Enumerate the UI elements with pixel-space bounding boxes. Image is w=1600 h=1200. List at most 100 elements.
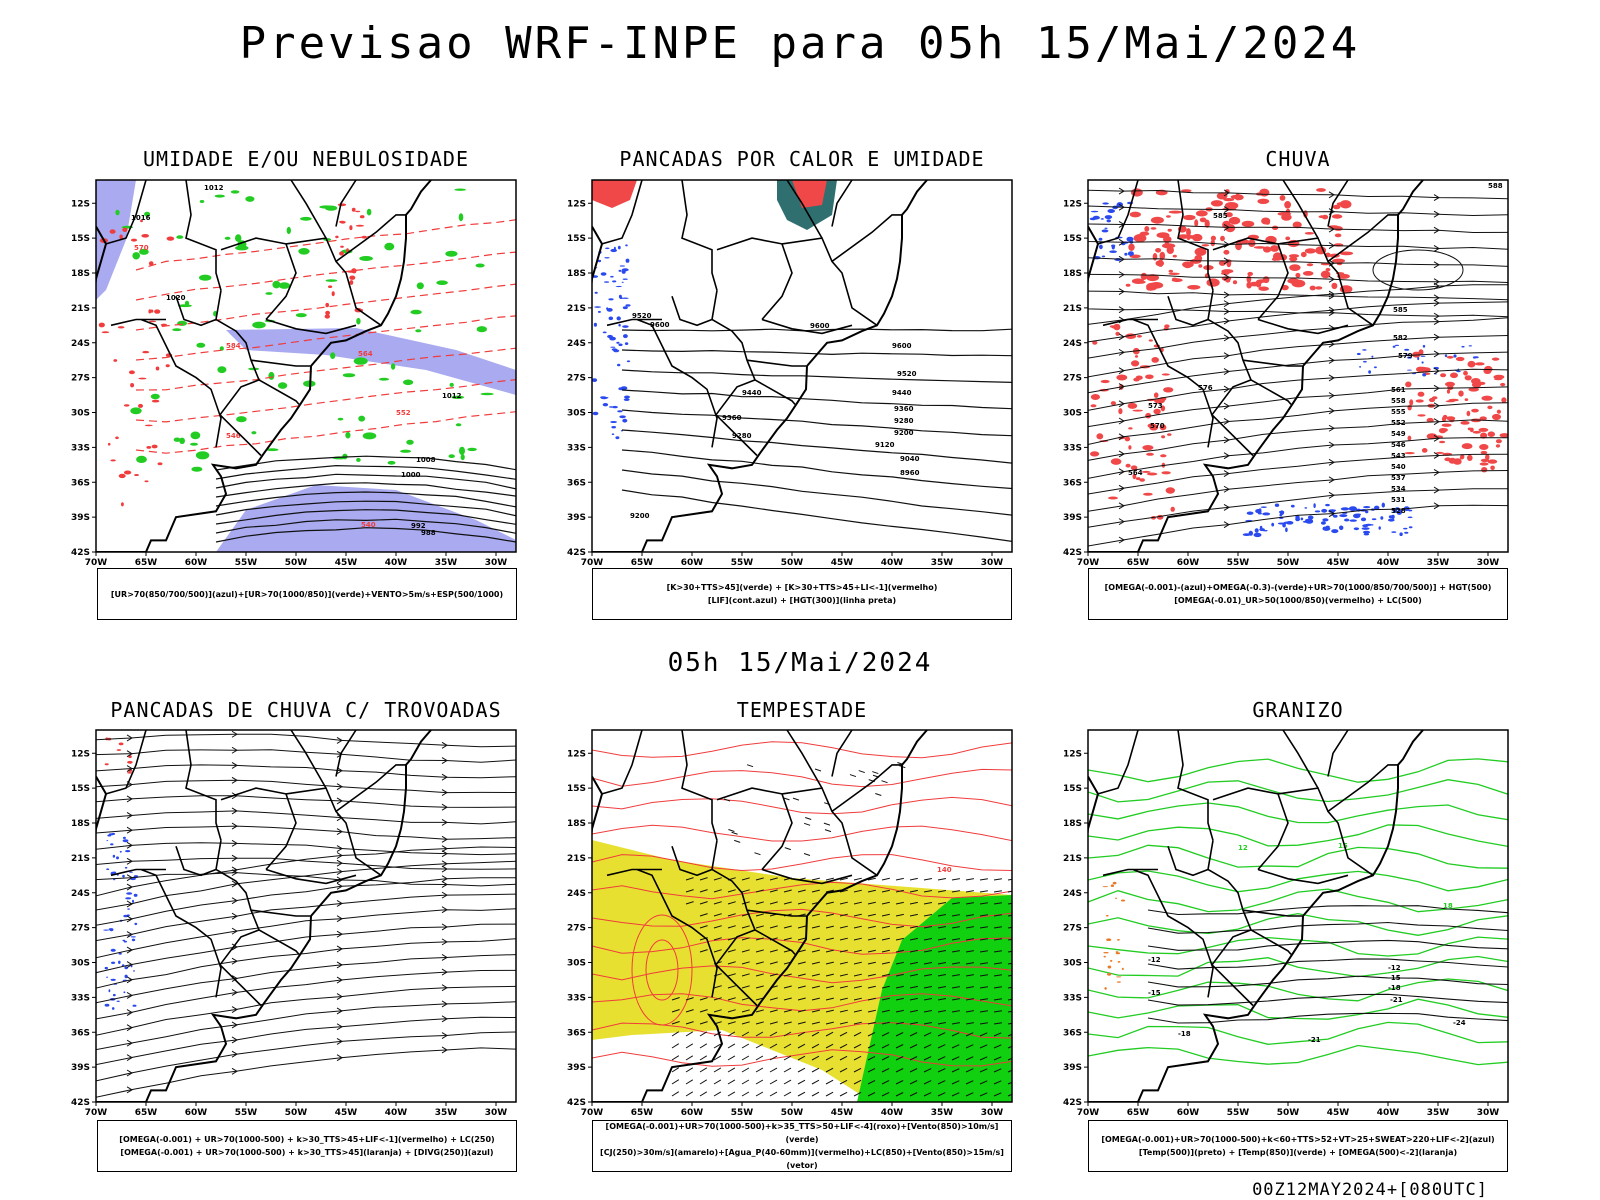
field-blob [328,285,333,288]
field-blob [1199,217,1207,223]
contour-line [1088,912,1508,936]
wind-vector-icon [811,1009,820,1013]
field-blob [1171,278,1183,283]
field-blob [1407,516,1413,519]
field-blob [1331,282,1338,290]
field-blob [116,749,122,751]
wind-vector-icon [797,1067,806,1073]
wind-vector-icon [769,1079,778,1085]
field-blob [112,854,116,858]
field-blob [1321,508,1328,513]
flow-arrow-icon [1223,385,1230,393]
flow-arrow-icon [126,961,133,969]
field-blob [1160,454,1167,458]
wind-vector-icon [797,985,806,989]
streamline [1088,257,1508,267]
field-blob [1501,397,1507,403]
flow-arrow-icon [336,876,343,884]
wind-vector-icon [951,1022,960,1025]
lon-tick-label: 55W [1227,1108,1250,1118]
field-blob [1487,431,1495,437]
flow-arrow-icon [231,927,238,935]
contour-label: 9280 [732,432,752,440]
field-blob [1116,981,1121,983]
flow-arrow-icon [126,826,133,834]
wind-vector-icon [923,1010,932,1013]
flow-arrow-icon [126,1024,133,1032]
flow-arrow-icon [1118,203,1125,211]
wind-vector-icon [895,1044,904,1049]
flow-arrow-icon [231,792,238,800]
field-blob [272,280,281,289]
lon-tick-label: 45W [831,1108,854,1118]
field-blob [130,936,136,938]
field-blob [1223,249,1230,255]
field-blob [1304,518,1313,522]
flow-arrow-icon [1433,245,1440,252]
field-blob [119,234,123,240]
field-blob [1469,427,1474,433]
field-blob [1246,281,1252,289]
wind-vector-icon [951,1092,960,1097]
field-blob [1125,463,1131,468]
field-blob [1110,401,1116,406]
wind-vector-icon [867,1031,876,1037]
field-blob [1166,215,1171,218]
wind-vector-icon [951,1080,960,1085]
field-blob [1408,509,1413,512]
field-blob [608,316,614,321]
field-blob [1468,387,1479,392]
lat-tick-label: 24S [1063,339,1082,349]
field-blob [166,236,175,241]
wind-vector-icon [811,1031,820,1037]
flow-arrow-icon [1223,521,1230,529]
wind-vector-icon [671,1067,680,1073]
flow-arrow-icon [441,803,448,811]
wind-vector-icon [699,1043,708,1049]
contour-line [215,473,516,490]
field-blob [1359,366,1362,368]
flow-arrow-icon [1118,536,1125,544]
wind-vector-icon [671,997,680,1001]
wind-vector-icon [881,1031,890,1037]
wind-vector-icon [965,938,974,941]
field-blob [1349,519,1357,522]
field-blob [1216,192,1228,200]
field-blob [141,234,149,238]
wind-vector-icon [979,890,988,893]
instability-fill [592,180,637,208]
contour-line [135,283,516,331]
wind-vector-icon [814,768,822,772]
flow-arrow-icon [1118,367,1125,375]
field-blob [112,993,116,997]
field-blob [1399,532,1403,536]
contour-line [592,937,1012,955]
flow-arrow-icon [441,968,448,976]
wind-vector-icon [895,1021,904,1025]
field-blob [1149,424,1159,431]
field-blob [196,342,206,348]
lat-tick-label: 36S [1063,478,1082,488]
contour-line [592,908,1012,928]
wind-vector-icon [895,1092,904,1097]
flow-arrow-icon [1328,306,1335,314]
lat-tick-label: 24S [567,339,586,349]
field-blob [1150,216,1164,224]
field-blob [1167,433,1172,436]
wind-vector-icon [965,998,974,1001]
lat-tick-label: 18S [71,819,90,829]
wind-vector-icon [853,961,862,965]
field-blob [1322,518,1329,522]
field-blob [454,188,467,191]
field-blob [1288,254,1300,258]
contour-line [1088,870,1508,893]
contour-line [215,518,516,534]
lat-tick-label: 24S [71,339,90,349]
wind-vector-icon [993,1010,1002,1013]
wind-vector-icon [755,1043,764,1049]
field-blob [337,417,344,421]
wind-vector-icon [797,1043,806,1049]
field-blob [1270,245,1279,252]
legend-line: [UR>70(850/700/500)](azul)+[UR>70(1000/8… [110,589,504,599]
field-blob [1407,356,1412,359]
